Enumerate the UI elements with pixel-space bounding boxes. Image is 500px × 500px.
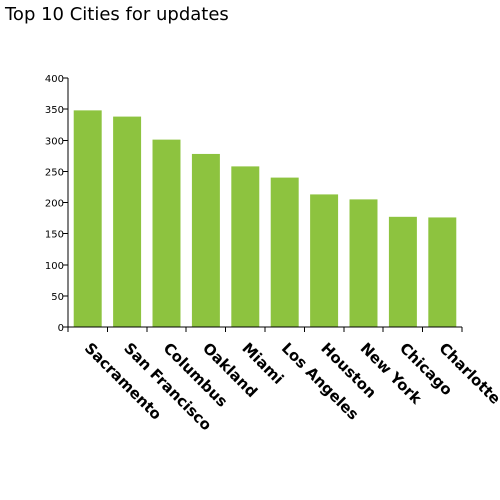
x-tick-label: Charlotte — [435, 339, 500, 408]
y-ticks-group: 0 50 100 150 200 250 300 350 400 — [45, 74, 68, 334]
bar-new-york — [349, 199, 378, 327]
bar-los-angeles — [270, 177, 299, 327]
y-tick-label: 300 — [45, 136, 64, 147]
bar-houston — [310, 194, 339, 327]
y-tick-label: 100 — [45, 261, 64, 272]
chart-title: Top 10 Cities for updates — [5, 4, 229, 25]
y-tick-label: 350 — [45, 105, 64, 116]
y-tick-label: 150 — [45, 230, 64, 241]
bar-columbus — [152, 139, 181, 327]
y-tick-label: 50 — [51, 292, 64, 303]
bar-chicago — [388, 216, 417, 327]
y-tick-label: 0 — [58, 323, 64, 334]
bar-san-francisco — [113, 116, 142, 327]
y-tick-label: 200 — [45, 199, 64, 210]
bar-charlotte — [428, 217, 457, 327]
bar-oakland — [191, 153, 220, 327]
bar-miami — [231, 166, 260, 327]
bar-sacramento — [73, 110, 102, 328]
y-tick-label: 400 — [45, 74, 64, 85]
y-tick-label: 250 — [45, 167, 64, 178]
bars-group — [73, 110, 457, 328]
